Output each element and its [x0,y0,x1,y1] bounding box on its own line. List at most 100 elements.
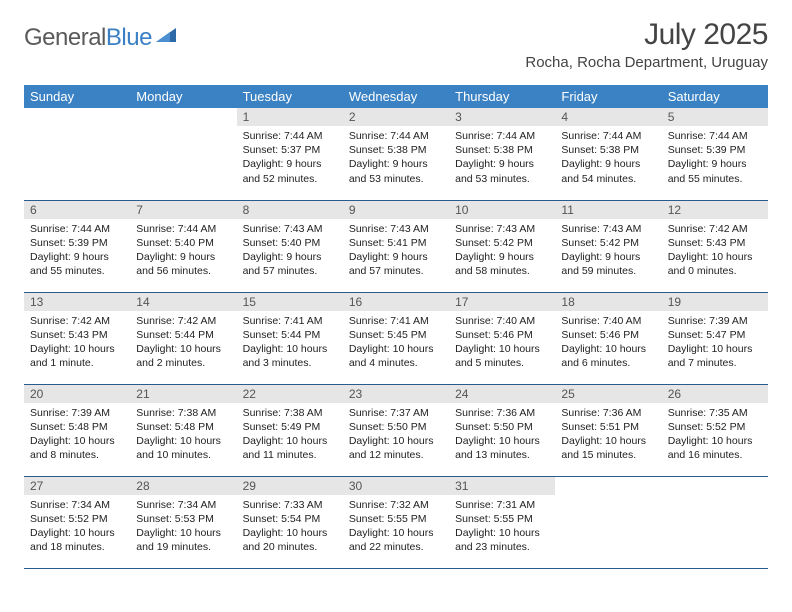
daylight-line: Daylight: 9 hours and 58 minutes. [455,250,549,278]
week-row: 6Sunrise: 7:44 AMSunset: 5:39 PMDaylight… [24,200,768,292]
day-number: 18 [555,293,661,311]
day-cell: 25Sunrise: 7:36 AMSunset: 5:51 PMDayligh… [555,384,661,476]
day-number: 9 [343,201,449,219]
day-cell: 3Sunrise: 7:44 AMSunset: 5:38 PMDaylight… [449,108,555,200]
sunset-line: Sunset: 5:44 PM [243,328,337,342]
day-number: 23 [343,385,449,403]
sunset-line: Sunset: 5:42 PM [561,236,655,250]
day-number: 26 [662,385,768,403]
daylight-line: Daylight: 10 hours and 12 minutes. [349,434,443,462]
week-row: 13Sunrise: 7:42 AMSunset: 5:43 PMDayligh… [24,292,768,384]
day-number: 28 [130,477,236,495]
day-details: Sunrise: 7:44 AMSunset: 5:38 PMDaylight:… [343,126,449,192]
sunset-line: Sunset: 5:42 PM [455,236,549,250]
daylight-line: Daylight: 10 hours and 22 minutes. [349,526,443,554]
daylight-line: Daylight: 10 hours and 0 minutes. [668,250,762,278]
daylight-line: Daylight: 10 hours and 7 minutes. [668,342,762,370]
dow-header: Wednesday [343,85,449,108]
sunset-line: Sunset: 5:48 PM [30,420,124,434]
dow-header: Saturday [662,85,768,108]
day-cell: 23Sunrise: 7:37 AMSunset: 5:50 PMDayligh… [343,384,449,476]
daylight-line: Daylight: 9 hours and 57 minutes. [349,250,443,278]
week-row: 20Sunrise: 7:39 AMSunset: 5:48 PMDayligh… [24,384,768,476]
sunset-line: Sunset: 5:48 PM [136,420,230,434]
day-details: Sunrise: 7:44 AMSunset: 5:39 PMDaylight:… [662,126,768,192]
daylight-line: Daylight: 10 hours and 5 minutes. [455,342,549,370]
daylight-line: Daylight: 10 hours and 20 minutes. [243,526,337,554]
day-cell [24,108,130,200]
day-cell: 11Sunrise: 7:43 AMSunset: 5:42 PMDayligh… [555,200,661,292]
logo-text-gray: General [24,24,106,51]
week-row: 27 Sunrise: 7:34 AM Sunset: 5:52 PM Dayligh… [24,476,768,568]
day-details: Sunrise: 7:44 AMSunset: 5:40 PMDaylight:… [130,219,236,285]
sunset-line: Sunset: 5:40 PM [136,236,230,250]
day-cell: 17Sunrise: 7:40 AMSunset: 5:46 PMDayligh… [449,292,555,384]
daylight-line: Daylight: 9 hours and 54 minutes. [561,157,655,185]
day-details: Sunrise: 7:32 AMSunset: 5:55 PMDaylight:… [343,495,449,561]
daylight-line: Daylight: 10 hours and 3 minutes. [243,342,337,370]
day-cell: 9 Sunrise: 7:43 AMSunset: 5:41 PMDaylight… [343,200,449,292]
daylight-line: Daylight: 9 hours and 53 minutes. [455,157,549,185]
sunset-line: Sunset: 5:46 PM [455,328,549,342]
sunrise-line: Sunrise: 7:43 AM [243,222,337,236]
day-number: 31 [449,477,555,495]
day-cell: 20Sunrise: 7:39 AMSunset: 5:48 PMDayligh… [24,384,130,476]
logo-text: GeneralBlue [24,24,152,52]
day-details: Sunrise: 7:38 AMSunset: 5:48 PMDaylight:… [130,403,236,469]
daylight-line: Daylight: 10 hours and 4 minutes. [349,342,443,370]
day-number: 13 [24,293,130,311]
dow-header: Tuesday [237,85,343,108]
daylight-line: Daylight: 9 hours and 59 minutes. [561,250,655,278]
day-of-week-row: SundayMondayTuesdayWednesdayThursdayFrid… [24,85,768,108]
day-cell: 15Sunrise: 7:41 AMSunset: 5:44 PMDayligh… [237,292,343,384]
day-details: Sunrise: 7:35 AMSunset: 5:52 PMDaylight:… [662,403,768,469]
sunset-line: Sunset: 5:41 PM [349,236,443,250]
calendar-body: 1Sunrise: 7:44 AMSunset: 5:37 PMDaylight… [24,108,768,568]
day-number: 12 [662,201,768,219]
sunrise-line: Sunrise: 7:38 AM [243,406,337,420]
sunrise-line: Sunrise: 7:43 AM [349,222,443,236]
day-cell: 24Sunrise: 7:36 AMSunset: 5:50 PMDayligh… [449,384,555,476]
daylight-line: Daylight: 10 hours and 13 minutes. [455,434,549,462]
month-title: July 2025 [525,18,768,52]
day-number: 2 [343,108,449,126]
day-details: Sunrise: 7:41 AMSunset: 5:44 PMDaylight:… [237,311,343,377]
title-block: July 2025 Rocha, Rocha Department, Urugu… [525,18,768,71]
daylight-line: Daylight: 10 hours and 16 minutes. [668,434,762,462]
day-number: 3 [449,108,555,126]
day-cell: 13Sunrise: 7:42 AMSunset: 5:43 PMDayligh… [24,292,130,384]
sunrise-line: Sunrise: 7:40 AM [561,314,655,328]
sunrise-line: Sunrise: 7:44 AM [30,222,124,236]
sunset-line: Sunset: 5:54 PM [243,512,337,526]
logo-text-blue: Blue [106,24,152,51]
day-cell: 8Sunrise: 7:43 AMSunset: 5:40 PMDaylight… [237,200,343,292]
sunset-line: Sunset: 5:52 PM [30,512,124,526]
day-cell: 1Sunrise: 7:44 AMSunset: 5:37 PMDaylight… [237,108,343,200]
daylight-line: Daylight: 10 hours and 2 minutes. [136,342,230,370]
day-number: 24 [449,385,555,403]
sunset-line: Sunset: 5:43 PM [668,236,762,250]
daylight-line: Daylight: 9 hours and 52 minutes. [243,157,337,185]
sunset-line: Sunset: 5:53 PM [136,512,230,526]
daylight-line: Daylight: 10 hours and 15 minutes. [561,434,655,462]
sunrise-line: Sunrise: 7:40 AM [455,314,549,328]
day-cell: 19Sunrise: 7:39 AMSunset: 5:47 PMDayligh… [662,292,768,384]
sunrise-line: Sunrise: 7:35 AM [668,406,762,420]
day-number: 27 [24,477,130,495]
day-details: Sunrise: 7:43 AMSunset: 5:42 PMDaylight:… [449,219,555,285]
day-details: Sunrise: 7:44 AMSunset: 5:38 PMDaylight:… [449,126,555,192]
sunrise-line: Sunrise: 7:44 AM [668,129,762,143]
day-cell [130,108,236,200]
sunrise-line: Sunrise: 7:34 AM [136,498,230,512]
day-cell: 27Sunrise: 7:34 AMSunset: 5:52 PMDayligh… [24,476,130,568]
day-cell: 26Sunrise: 7:35 AMSunset: 5:52 PMDayligh… [662,384,768,476]
day-number: 25 [555,385,661,403]
dow-header: Sunday [24,85,130,108]
daylight-line: Daylight: 10 hours and 11 minutes. [243,434,337,462]
sunrise-line: Sunrise: 7:39 AM [668,314,762,328]
daylight-line: Daylight: 9 hours and 57 minutes. [243,250,337,278]
dow-header: Thursday [449,85,555,108]
day-cell: 21Sunrise: 7:38 AMSunset: 5:48 PMDayligh… [130,384,236,476]
sunset-line: Sunset: 5:55 PM [455,512,549,526]
sunrise-line: Sunrise: 7:44 AM [561,129,655,143]
